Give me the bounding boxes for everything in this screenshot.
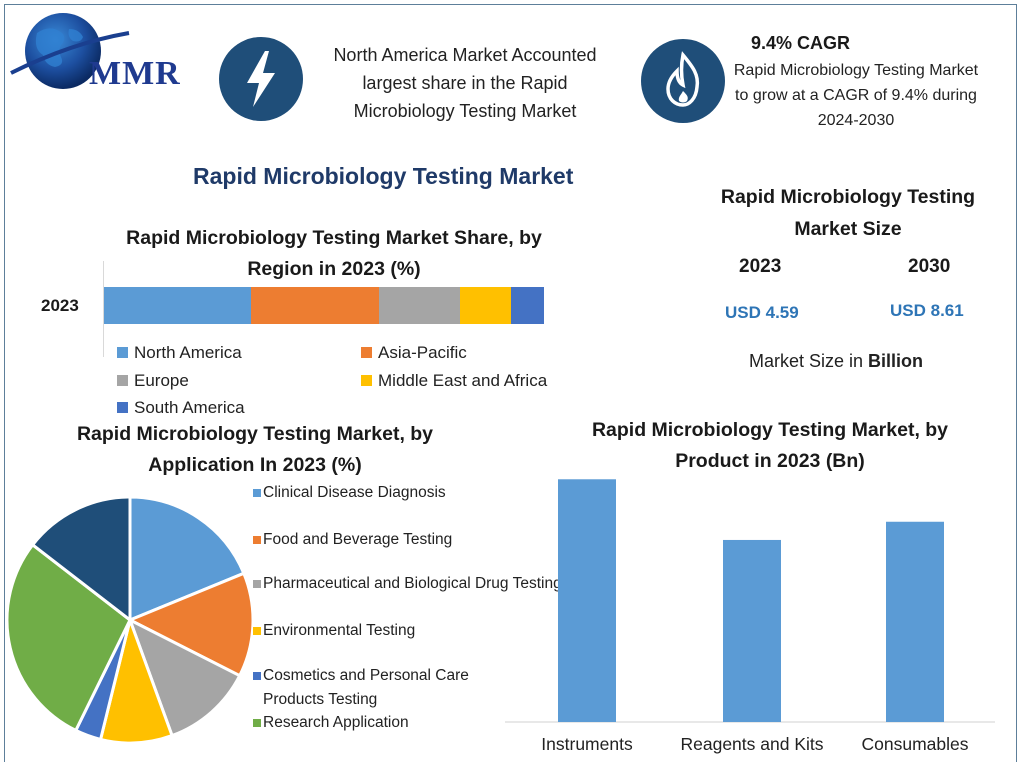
cagr-title: 9.4% CAGR — [751, 33, 851, 53]
flame-icon — [666, 51, 700, 107]
market-size-value-2030: USD 8.61 — [890, 301, 964, 320]
logo-text: MMR — [89, 55, 181, 92]
legend-swatch — [117, 375, 128, 386]
region-legend-item-asia-pacific: Asia-Pacific — [361, 343, 467, 363]
globe-logo-icon — [10, 13, 130, 89]
infographic-frame: MMR North America Market Accounted large… — [4, 4, 1017, 762]
product-bar-chart: Instruments Reagents and Kits Consumables — [505, 479, 995, 754]
region-chart-axis — [103, 261, 104, 357]
application-legend-swatch-pharmaceutical-and-biological-drug-testing — [253, 580, 261, 588]
region-legend-item-middle-east-and-africa: Middle East and Africa — [361, 371, 547, 391]
pie-slice-pharmaceutical-and-biological-drug-testing — [127, 616, 242, 738]
region-bar-segment-asia-pacific — [251, 287, 379, 324]
product-chart-title: Rapid Microbiology Testing Market, by Pr… — [591, 419, 949, 472]
region-legend-item-europe: Europe — [117, 371, 189, 391]
product-bar-consumables — [886, 521, 944, 722]
region-bar-segment-europe — [379, 287, 461, 324]
product-tick-label-instruments: Instruments — [541, 734, 633, 754]
pie-slice-clinical-disease-diagnosis — [128, 495, 246, 623]
legend-swatch — [361, 375, 372, 386]
application-legend-label-cosmetics-and-personal-care-products-testing: Cosmetics and Personal Care Products Tes… — [263, 667, 469, 708]
product-bar-instruments — [558, 479, 616, 722]
application-chart-title: Rapid Microbiology Testing Market, by Ap… — [76, 423, 434, 476]
market-size-year-2030: 2030 — [908, 256, 951, 277]
application-pie-chart — [5, 495, 255, 745]
region-bar-segment-south-america — [511, 287, 544, 324]
application-legend-label-environmental-testing: Environmental Testing — [263, 622, 416, 639]
legend-label: South America — [134, 398, 245, 417]
pie-slice-food-and-beverage-testing — [126, 571, 255, 678]
product-tick-label-reagents-and-kits: Reagents and Kits — [680, 734, 823, 754]
application-legend-swatch-research-application — [253, 719, 261, 727]
application-legend-swatch-environmental-testing — [253, 627, 261, 635]
application-legend-label-clinical-disease-diagnosis: Clinical Disease Diagnosis — [263, 484, 446, 501]
market-size-title: Rapid Microbiology Testing Market Size — [720, 186, 976, 240]
mmr-logo: MMR — [7, 11, 197, 97]
legend-label: Asia-Pacific — [378, 343, 467, 362]
callout-text-right: Rapid Microbiology Testing Market to gro… — [733, 62, 979, 129]
callout-icon-circle-left — [219, 37, 303, 121]
application-legend-label-food-and-beverage-testing: Food and Beverage Testing — [263, 531, 453, 548]
region-chart-category-label: 2023 — [41, 296, 79, 315]
pie-slice-research-application — [5, 542, 132, 733]
legend-swatch — [117, 347, 128, 358]
region-chart-title: Rapid Microbiology Testing Market Share,… — [126, 227, 542, 280]
market-size-note: Market Size in Billion — [749, 351, 923, 372]
application-legend-label-research-application: Research Application — [263, 714, 409, 731]
product-bar-reagents-and-kits — [723, 539, 781, 722]
callout-icon-circle-right — [641, 39, 725, 123]
legend-label: Europe — [134, 371, 189, 390]
legend-swatch — [117, 402, 128, 413]
lightning-bolt-icon — [247, 51, 275, 107]
main-title: Rapid Microbiology Testing Market — [193, 163, 574, 189]
pie-slice-extra — [30, 495, 132, 624]
application-legend-label-pharmaceutical-and-biological-drug-testing: Pharmaceutical and Biological Drug Testi… — [263, 575, 562, 592]
region-stacked-bar — [104, 287, 544, 324]
legend-label: Middle East and Africa — [378, 371, 548, 390]
legend-label: North America — [134, 343, 242, 362]
application-legend-swatch-cosmetics-and-personal-care-products-testing — [253, 672, 261, 680]
market-size-year-2023: 2023 — [739, 256, 782, 277]
region-bar-segment-north-america — [104, 287, 252, 324]
product-tick-label-consumables: Consumables — [862, 734, 969, 754]
application-legend-swatch-clinical-disease-diagnosis — [253, 489, 261, 497]
market-size-note-prefix: Market Size in — [749, 351, 869, 371]
legend-swatch — [361, 347, 372, 358]
application-legend-swatch-food-and-beverage-testing — [253, 536, 261, 544]
region-legend-item-south-america: South America — [117, 398, 245, 418]
market-size-value-2023: USD 4.59 — [725, 303, 799, 322]
region-bar-segment-middle-east-and-africa — [460, 287, 511, 324]
market-size-note-unit: Billion — [868, 351, 924, 371]
callout-text-left: North America Market Accounted largest s… — [333, 45, 597, 121]
region-legend-item-north-america: North America — [117, 343, 242, 363]
